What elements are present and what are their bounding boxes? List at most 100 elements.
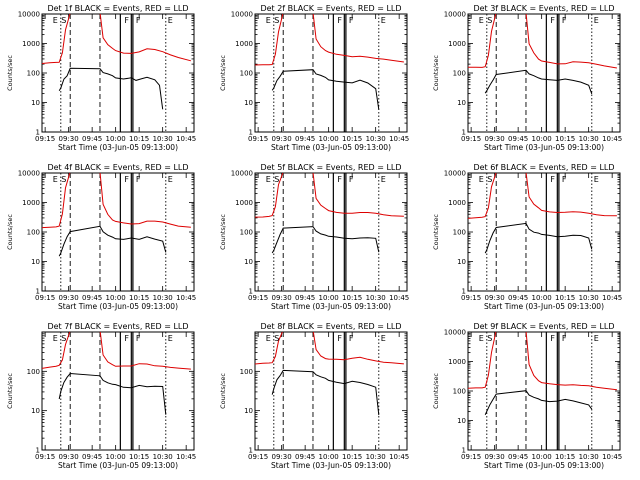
x-axis-label: Start Time (03-Jun-05 09:13:00) bbox=[58, 461, 178, 470]
x-axis-label: Start Time (03-Jun-05 09:13:00) bbox=[271, 461, 391, 470]
x-axis-label: Start Time (03-Jun-05 09:13:00) bbox=[484, 143, 604, 152]
interval-marker: E bbox=[266, 175, 271, 184]
interval-marker: E bbox=[168, 175, 173, 184]
plot-area bbox=[255, 332, 404, 450]
plot-area bbox=[42, 14, 192, 132]
plot-area bbox=[255, 173, 404, 291]
y-tick-label: 1 bbox=[462, 288, 466, 296]
panel-5: Det 5f BLACK = Events, RED = LLD 1 10 100 10… bbox=[219, 163, 409, 311]
x-axis-label: Start Time (03-Jun-05 09:13:00) bbox=[484, 302, 604, 311]
x-tick-label: 10:45 bbox=[602, 453, 622, 461]
series-lld bbox=[468, 14, 617, 69]
x-tick-label: 09:45 bbox=[82, 294, 102, 302]
y-tick-label: 100 bbox=[27, 229, 40, 237]
interval-marker: F bbox=[124, 175, 129, 184]
x-tick-label: 09:30 bbox=[272, 294, 292, 302]
interval-marker: F bbox=[136, 334, 141, 343]
plot-frame bbox=[467, 13, 621, 133]
y-tick-label: 10000 bbox=[18, 11, 40, 19]
x-tick-label: 09:15 bbox=[248, 135, 268, 143]
interval-marker: E bbox=[168, 16, 173, 25]
x-tick-label: 10:00 bbox=[532, 135, 552, 143]
panel-title: Det 1f BLACK = Events, RED = LLD bbox=[47, 4, 188, 13]
x-tick-label: 10:15 bbox=[342, 294, 362, 302]
panel-title: Det 2f BLACK = Events, RED = LLD bbox=[260, 4, 401, 13]
interval-marker: S bbox=[61, 16, 66, 25]
panel-3: Det 3f BLACK = Events, RED = LLD 1 10 100 10… bbox=[432, 4, 622, 152]
x-tick-label: 09:30 bbox=[485, 294, 505, 302]
y-tick-label: 10000 bbox=[18, 170, 40, 178]
interval-marker: F bbox=[349, 16, 354, 25]
panel-4: Det 4f BLACK = Events, RED = LLD 1 10 100 10… bbox=[6, 163, 196, 311]
x-tick-label: 09:45 bbox=[295, 453, 315, 461]
series-lld bbox=[255, 14, 404, 66]
panel-2: Det 2f BLACK = Events, RED = LLD 1 10 100 10… bbox=[219, 4, 409, 152]
x-tick-label: 10:30 bbox=[153, 135, 173, 143]
plot-frame bbox=[467, 331, 621, 451]
x-tick-label: 10:45 bbox=[176, 294, 196, 302]
y-tick-label: 1 bbox=[462, 129, 466, 137]
y-tick-label: 100 bbox=[453, 388, 466, 396]
interval-marker: S bbox=[487, 16, 492, 25]
x-tick-label: 10:15 bbox=[129, 294, 149, 302]
x-tick-label: 10:00 bbox=[319, 294, 339, 302]
series-lld bbox=[255, 332, 404, 365]
x-tick-label: 09:45 bbox=[82, 135, 102, 143]
x-axis-label: Start Time (03-Jun-05 09:13:00) bbox=[484, 461, 604, 470]
y-tick-label: 1 bbox=[36, 288, 40, 296]
series-lld bbox=[42, 332, 191, 370]
interval-marker: S bbox=[61, 334, 66, 343]
plot-area bbox=[468, 173, 617, 291]
x-tick-label: 10:15 bbox=[555, 294, 575, 302]
x-tick-label: 10:45 bbox=[389, 453, 409, 461]
series-events bbox=[484, 69, 593, 95]
y-axis-label: Counts/sec bbox=[432, 373, 440, 409]
panel-8: Det 8f BLACK = Events, RED = LLD 1 10 100 09… bbox=[219, 322, 409, 470]
interval-marker: F bbox=[349, 334, 354, 343]
plot-area bbox=[468, 14, 617, 132]
y-tick-label: 10 bbox=[31, 258, 40, 266]
y-tick-label: 1000 bbox=[235, 40, 253, 48]
x-tick-label: 09:45 bbox=[508, 135, 528, 143]
x-tick-label: 10:30 bbox=[366, 294, 386, 302]
panel-6: Det 6f BLACK = Events, RED = LLD 1 10 100 10… bbox=[432, 163, 622, 311]
interval-marker: E bbox=[594, 334, 599, 343]
y-tick-label: 1 bbox=[36, 447, 40, 455]
interval-marker: S bbox=[274, 175, 279, 184]
x-tick-label: 10:30 bbox=[579, 453, 599, 461]
interval-marker: E bbox=[53, 175, 58, 184]
y-tick-label: 100 bbox=[453, 70, 466, 78]
panel-9: Det 9f BLACK = Events, RED = LLD 1 10 100 10… bbox=[432, 322, 622, 470]
x-tick-label: 09:45 bbox=[508, 294, 528, 302]
interval-marker: E bbox=[594, 16, 599, 25]
interval-marker: E bbox=[266, 334, 271, 343]
y-tick-label: 100 bbox=[240, 229, 253, 237]
x-axis-label: Start Time (03-Jun-05 09:13:00) bbox=[58, 143, 178, 152]
series-events bbox=[271, 226, 380, 254]
interval-marker: S bbox=[487, 334, 492, 343]
series-events bbox=[58, 225, 167, 257]
interval-marker: S bbox=[487, 175, 492, 184]
x-tick-label: 10:00 bbox=[106, 135, 126, 143]
interval-marker: E bbox=[53, 334, 58, 343]
y-tick-label: 1 bbox=[249, 447, 253, 455]
plot-frame bbox=[254, 331, 408, 451]
interval-marker: E bbox=[53, 16, 58, 25]
series-events bbox=[271, 369, 380, 416]
y-tick-label: 10000 bbox=[231, 170, 253, 178]
x-tick-label: 10:30 bbox=[153, 453, 173, 461]
interval-marker: S bbox=[274, 16, 279, 25]
interval-marker: S bbox=[274, 334, 279, 343]
interval-marker: F bbox=[349, 175, 354, 184]
x-tick-label: 10:00 bbox=[532, 294, 552, 302]
panel-title: Det 5f BLACK = Events, RED = LLD bbox=[260, 163, 401, 172]
x-tick-label: 09:30 bbox=[485, 453, 505, 461]
y-tick-label: 100 bbox=[240, 70, 253, 78]
y-tick-label: 1000 bbox=[448, 199, 466, 207]
y-tick-label: 1000 bbox=[448, 358, 466, 366]
y-tick-label: 100 bbox=[453, 229, 466, 237]
interval-marker: E bbox=[479, 334, 484, 343]
x-tick-label: 09:15 bbox=[461, 135, 481, 143]
x-tick-label: 10:30 bbox=[579, 294, 599, 302]
